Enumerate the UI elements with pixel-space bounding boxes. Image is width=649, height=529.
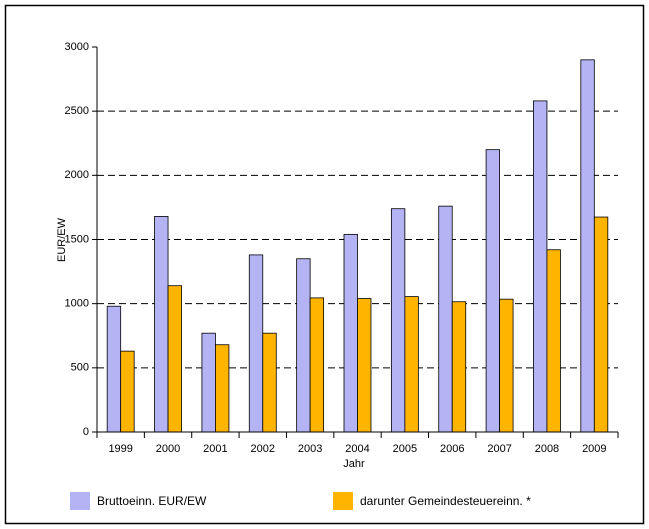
- bar: [262, 332, 277, 433]
- bar: [201, 332, 216, 433]
- y-tick-label: 1500: [65, 233, 89, 245]
- y-tick-label: 0: [83, 426, 89, 438]
- bar: [404, 296, 419, 433]
- x-tick-label: 2003: [298, 443, 322, 455]
- x-tick-label: 2000: [156, 443, 180, 455]
- legend-swatch: [333, 492, 353, 510]
- x-tick-label: 2008: [535, 443, 559, 455]
- bar: [533, 100, 548, 433]
- bar: [546, 249, 561, 433]
- bar: [390, 208, 406, 433]
- y-tick-label: 500: [71, 362, 89, 374]
- bar: [309, 297, 325, 433]
- x-tick-label: 2001: [203, 443, 227, 455]
- bar: [593, 216, 609, 433]
- bar: [120, 350, 135, 433]
- bar: [451, 301, 467, 433]
- legend-swatch: [70, 492, 90, 510]
- y-tick-label: 3000: [65, 41, 89, 53]
- y-tick-label: 1000: [65, 298, 89, 310]
- x-tick-label: 1999: [108, 443, 132, 455]
- bar: [248, 254, 264, 433]
- bar: [215, 344, 230, 433]
- x-tick-label: 2009: [582, 443, 606, 455]
- bar: [154, 215, 169, 433]
- y-axis-label: EUR/EW: [56, 217, 68, 262]
- legend-label: darunter Gemeindesteuereinn. *: [360, 494, 531, 508]
- x-tick-label: 2007: [487, 443, 511, 455]
- bar: [499, 298, 514, 433]
- bar: [580, 59, 595, 433]
- x-axis-label: Jahr: [343, 458, 365, 470]
- x-tick-label: 2005: [393, 443, 417, 455]
- bar: [485, 149, 500, 433]
- x-tick-label: 2006: [440, 443, 464, 455]
- y-tick-label: 2000: [65, 169, 89, 181]
- bar: [106, 305, 122, 433]
- bar: [167, 285, 182, 433]
- legend-label: Bruttoeinn. EUR/EW: [97, 494, 207, 508]
- x-tick-label: 2002: [251, 443, 275, 455]
- bar: [357, 298, 372, 433]
- bar: [343, 233, 358, 433]
- x-tick-label: 2004: [345, 443, 369, 455]
- bar: [438, 205, 453, 433]
- bar: [296, 258, 311, 433]
- y-tick-label: 2500: [65, 105, 89, 117]
